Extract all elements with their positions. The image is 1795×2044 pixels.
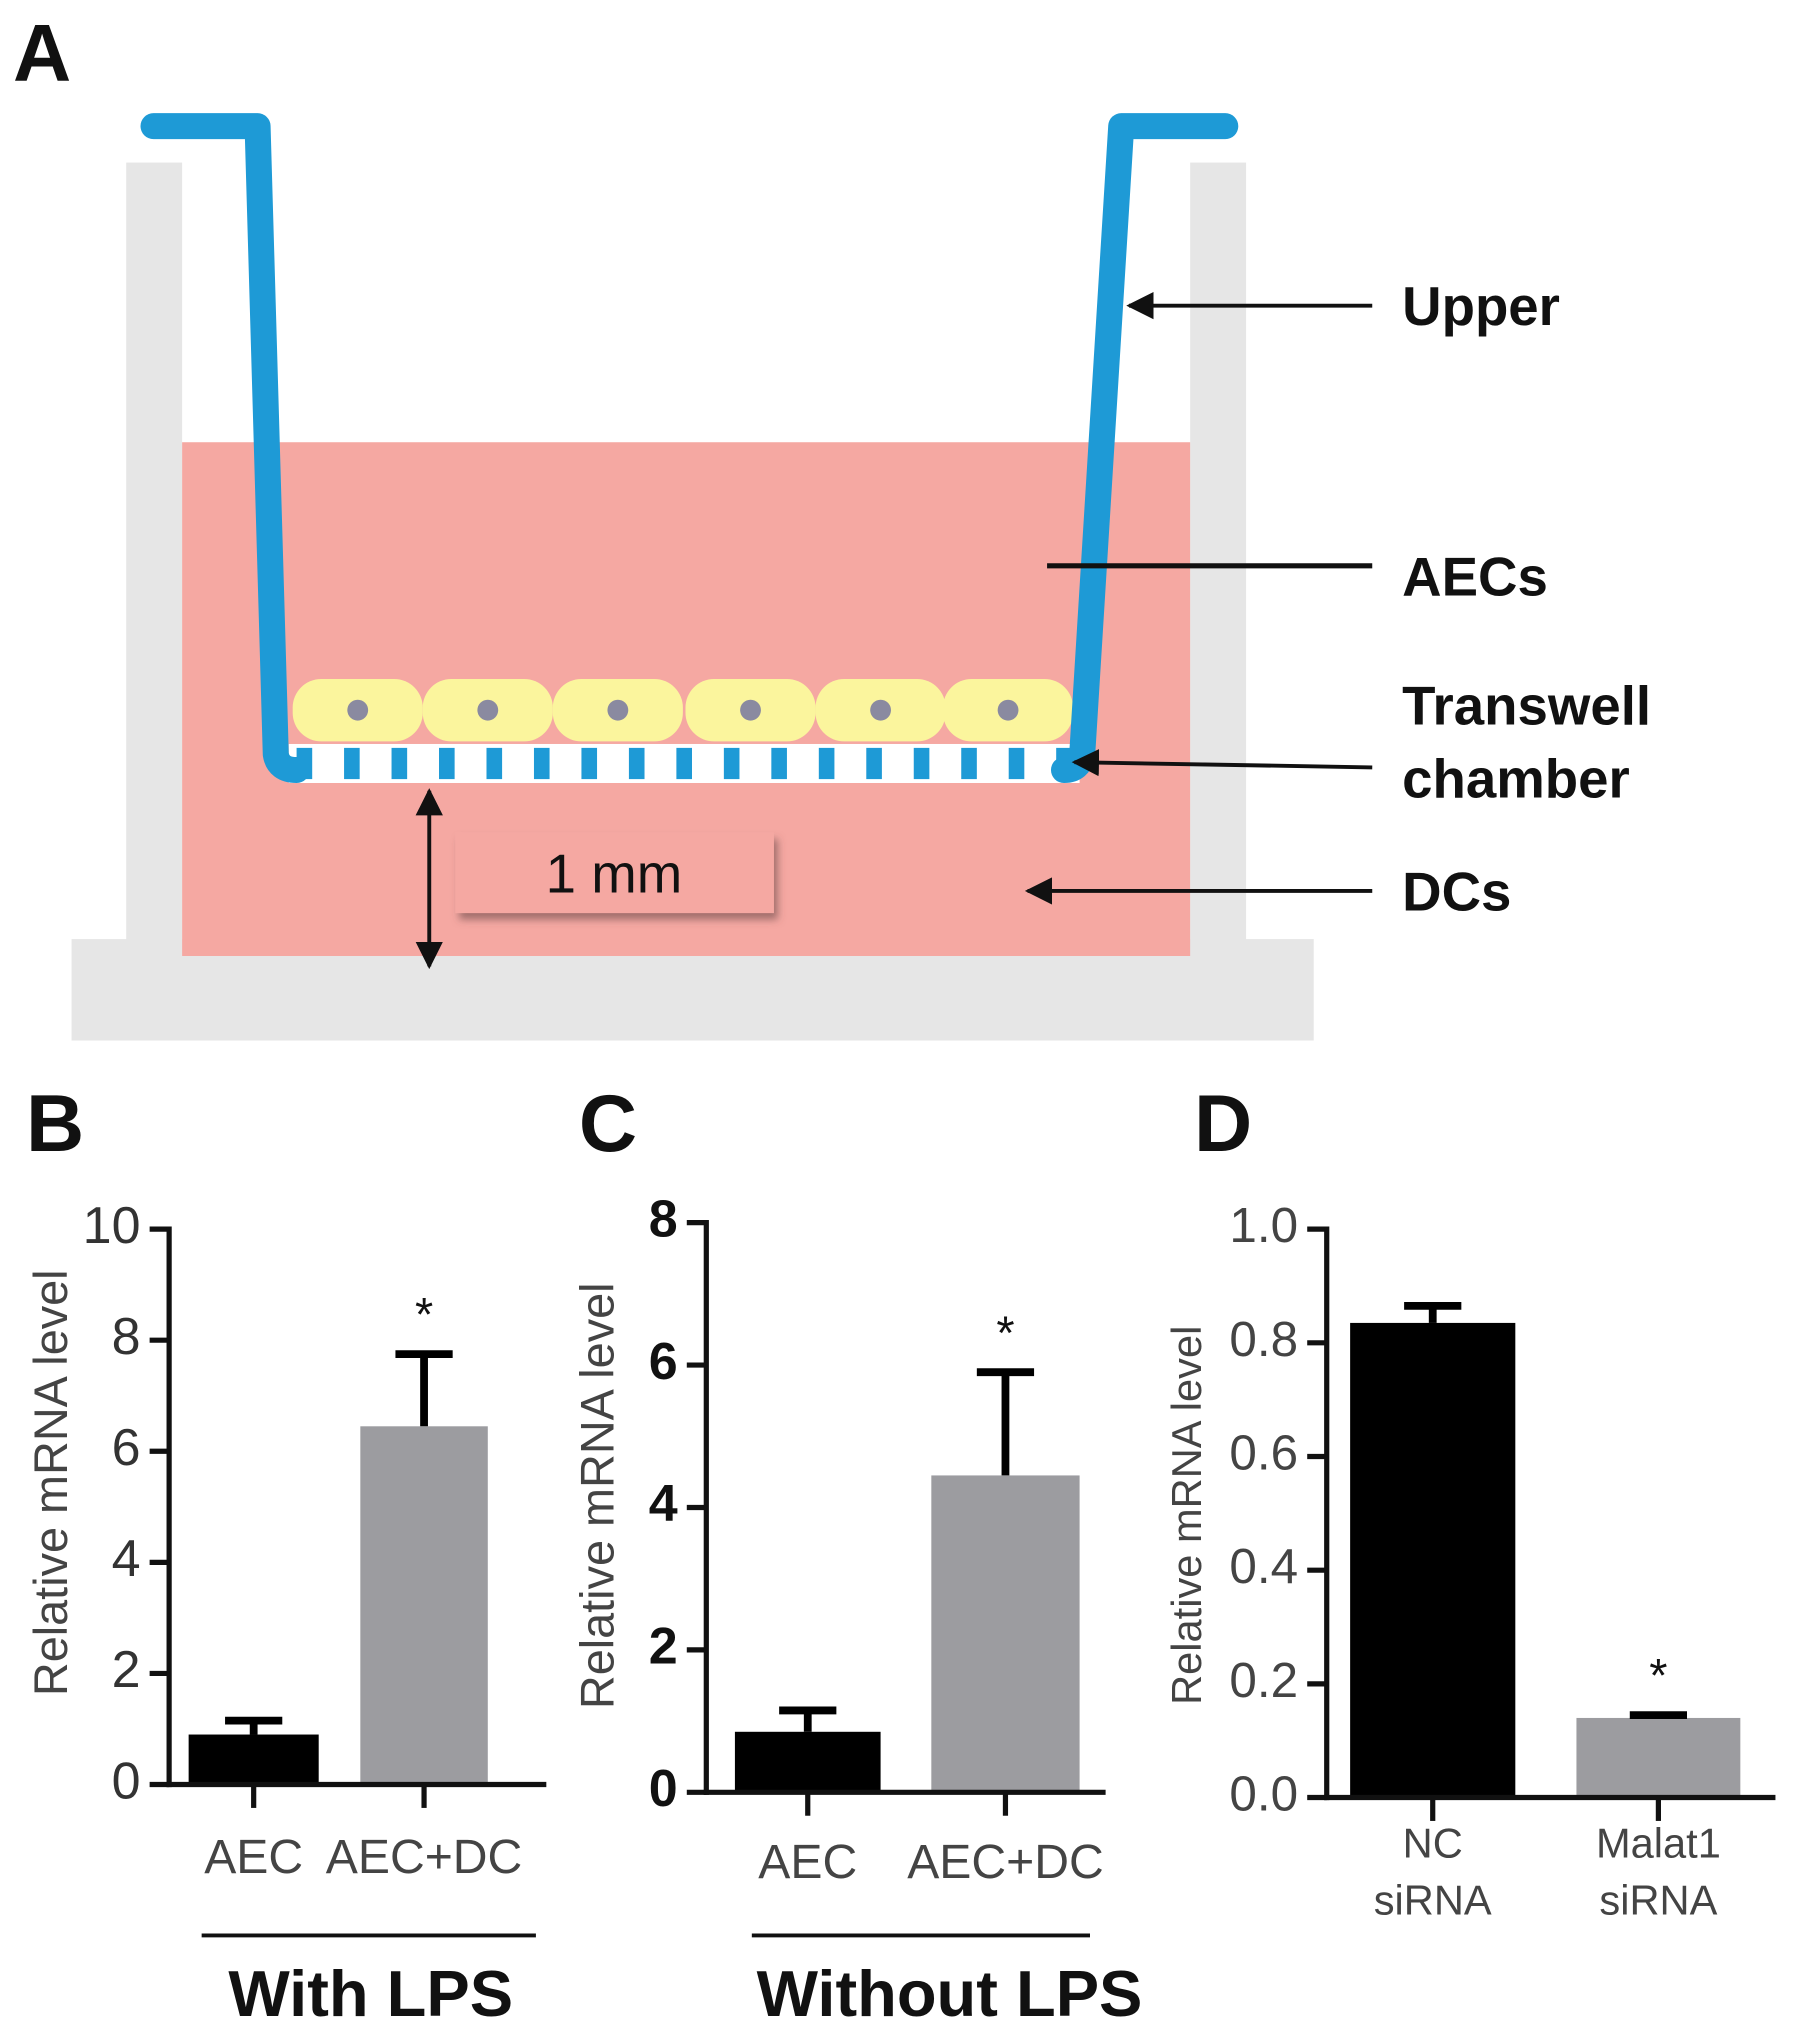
x-tick-label: AEC+DC (326, 1830, 523, 1884)
label-upper: Upper (1402, 276, 1560, 337)
label-aecs: AECs (1402, 547, 1548, 608)
pore (439, 747, 455, 780)
y-tick-label: 8 (112, 1308, 141, 1366)
bar (188, 1734, 319, 1785)
panel-letter: C (579, 1079, 637, 1169)
pore (723, 747, 740, 780)
pore (486, 747, 503, 780)
pore (533, 747, 550, 780)
scale-box (455, 832, 774, 914)
label-dcs: DCs (1402, 861, 1511, 922)
transwell-diagram: 1 mm Upper AECs Transwell chamber DCs A (13, 9, 1651, 1041)
pores (296, 747, 1072, 780)
x-tick-label: NC siRNA (1374, 1819, 1492, 1923)
y-tick-label: 6 (649, 1333, 678, 1391)
arrow (1071, 748, 1373, 777)
pore (391, 747, 408, 780)
y-tick-label: 2 (112, 1641, 141, 1699)
bar (931, 1475, 1080, 1793)
nucleus (997, 699, 1019, 721)
bar (1350, 1322, 1516, 1798)
y-tick-label: 2 (649, 1618, 678, 1676)
y-axis-label: Relative mRNA level (571, 1282, 623, 1709)
x-tick-label: AEC+DC (907, 1835, 1104, 1889)
pore (344, 747, 360, 780)
well-wall (1190, 162, 1247, 956)
pore (961, 747, 977, 780)
bar-chart: C Relative mRNA level 0 2 4 6 8 AEC * AEC+DC Witho… (571, 1079, 1142, 2030)
bar (1576, 1717, 1741, 1798)
x-tick-label: AEC (758, 1835, 857, 1889)
y-tick-label: 0 (112, 1752, 141, 1810)
x-tick-label: AEC (204, 1830, 303, 1884)
y-tick-label: 10 (83, 1197, 141, 1255)
nucleus (607, 699, 629, 721)
nucleus (870, 699, 891, 721)
pore (676, 747, 692, 780)
y-axis-label: Relative mRNA level (1163, 1326, 1210, 1705)
bar (360, 1426, 488, 1785)
pore (1008, 747, 1025, 780)
scale-label: 1 mm (546, 843, 683, 904)
y-tick-label: 0.4 (1229, 1539, 1298, 1594)
y-tick-label: 8 (649, 1190, 678, 1248)
y-tick-label: 0.0 (1229, 1767, 1298, 1822)
nucleus (477, 699, 499, 721)
significance-mark: * (1649, 1650, 1667, 1702)
x-tick-label: Malat1 siRNA (1596, 1819, 1721, 1923)
y-tick-label: 0.2 (1229, 1653, 1298, 1708)
pore (913, 747, 930, 780)
cells (292, 678, 1074, 742)
significance-mark: * (415, 1289, 433, 1341)
bar-chart: D Relative mRNA level 0.0 0.2 0.4 0.6 0.8 1.0 NC… (1163, 1079, 1776, 1924)
y-tick-label: 1.0 (1229, 1198, 1298, 1253)
significance-mark: * (996, 1307, 1014, 1359)
well-wall (126, 162, 183, 956)
pore (818, 747, 835, 780)
panel-letter: B (26, 1079, 84, 1169)
y-tick-label: 0.8 (1229, 1312, 1298, 1367)
y-tick-label: 4 (112, 1530, 141, 1588)
panel-letter: A (13, 9, 71, 99)
group-label: With LPS (228, 1957, 513, 2030)
y-axis-label: Relative mRNA level (25, 1269, 77, 1696)
y-tick-label: 4 (649, 1475, 678, 1533)
nucleus (740, 699, 761, 721)
y-tick-label: 6 (112, 1419, 141, 1477)
group-label: Without LPS (757, 1957, 1143, 2030)
pore (581, 747, 598, 780)
bar (734, 1731, 881, 1793)
pore (628, 747, 645, 780)
insert-wall (140, 113, 310, 784)
panel-letter: D (1194, 1079, 1252, 1169)
pore (866, 747, 882, 780)
y-tick-label: 0.6 (1229, 1426, 1298, 1481)
bar-chart: B Relative mRNA level 0 2 4 6 8 10 AEC * AEC+DC Wit… (25, 1079, 547, 2030)
pore (771, 747, 787, 780)
label-chamber: Transwell chamber (1402, 675, 1651, 809)
y-tick-label: 0 (649, 1760, 678, 1818)
nucleus (347, 699, 369, 721)
